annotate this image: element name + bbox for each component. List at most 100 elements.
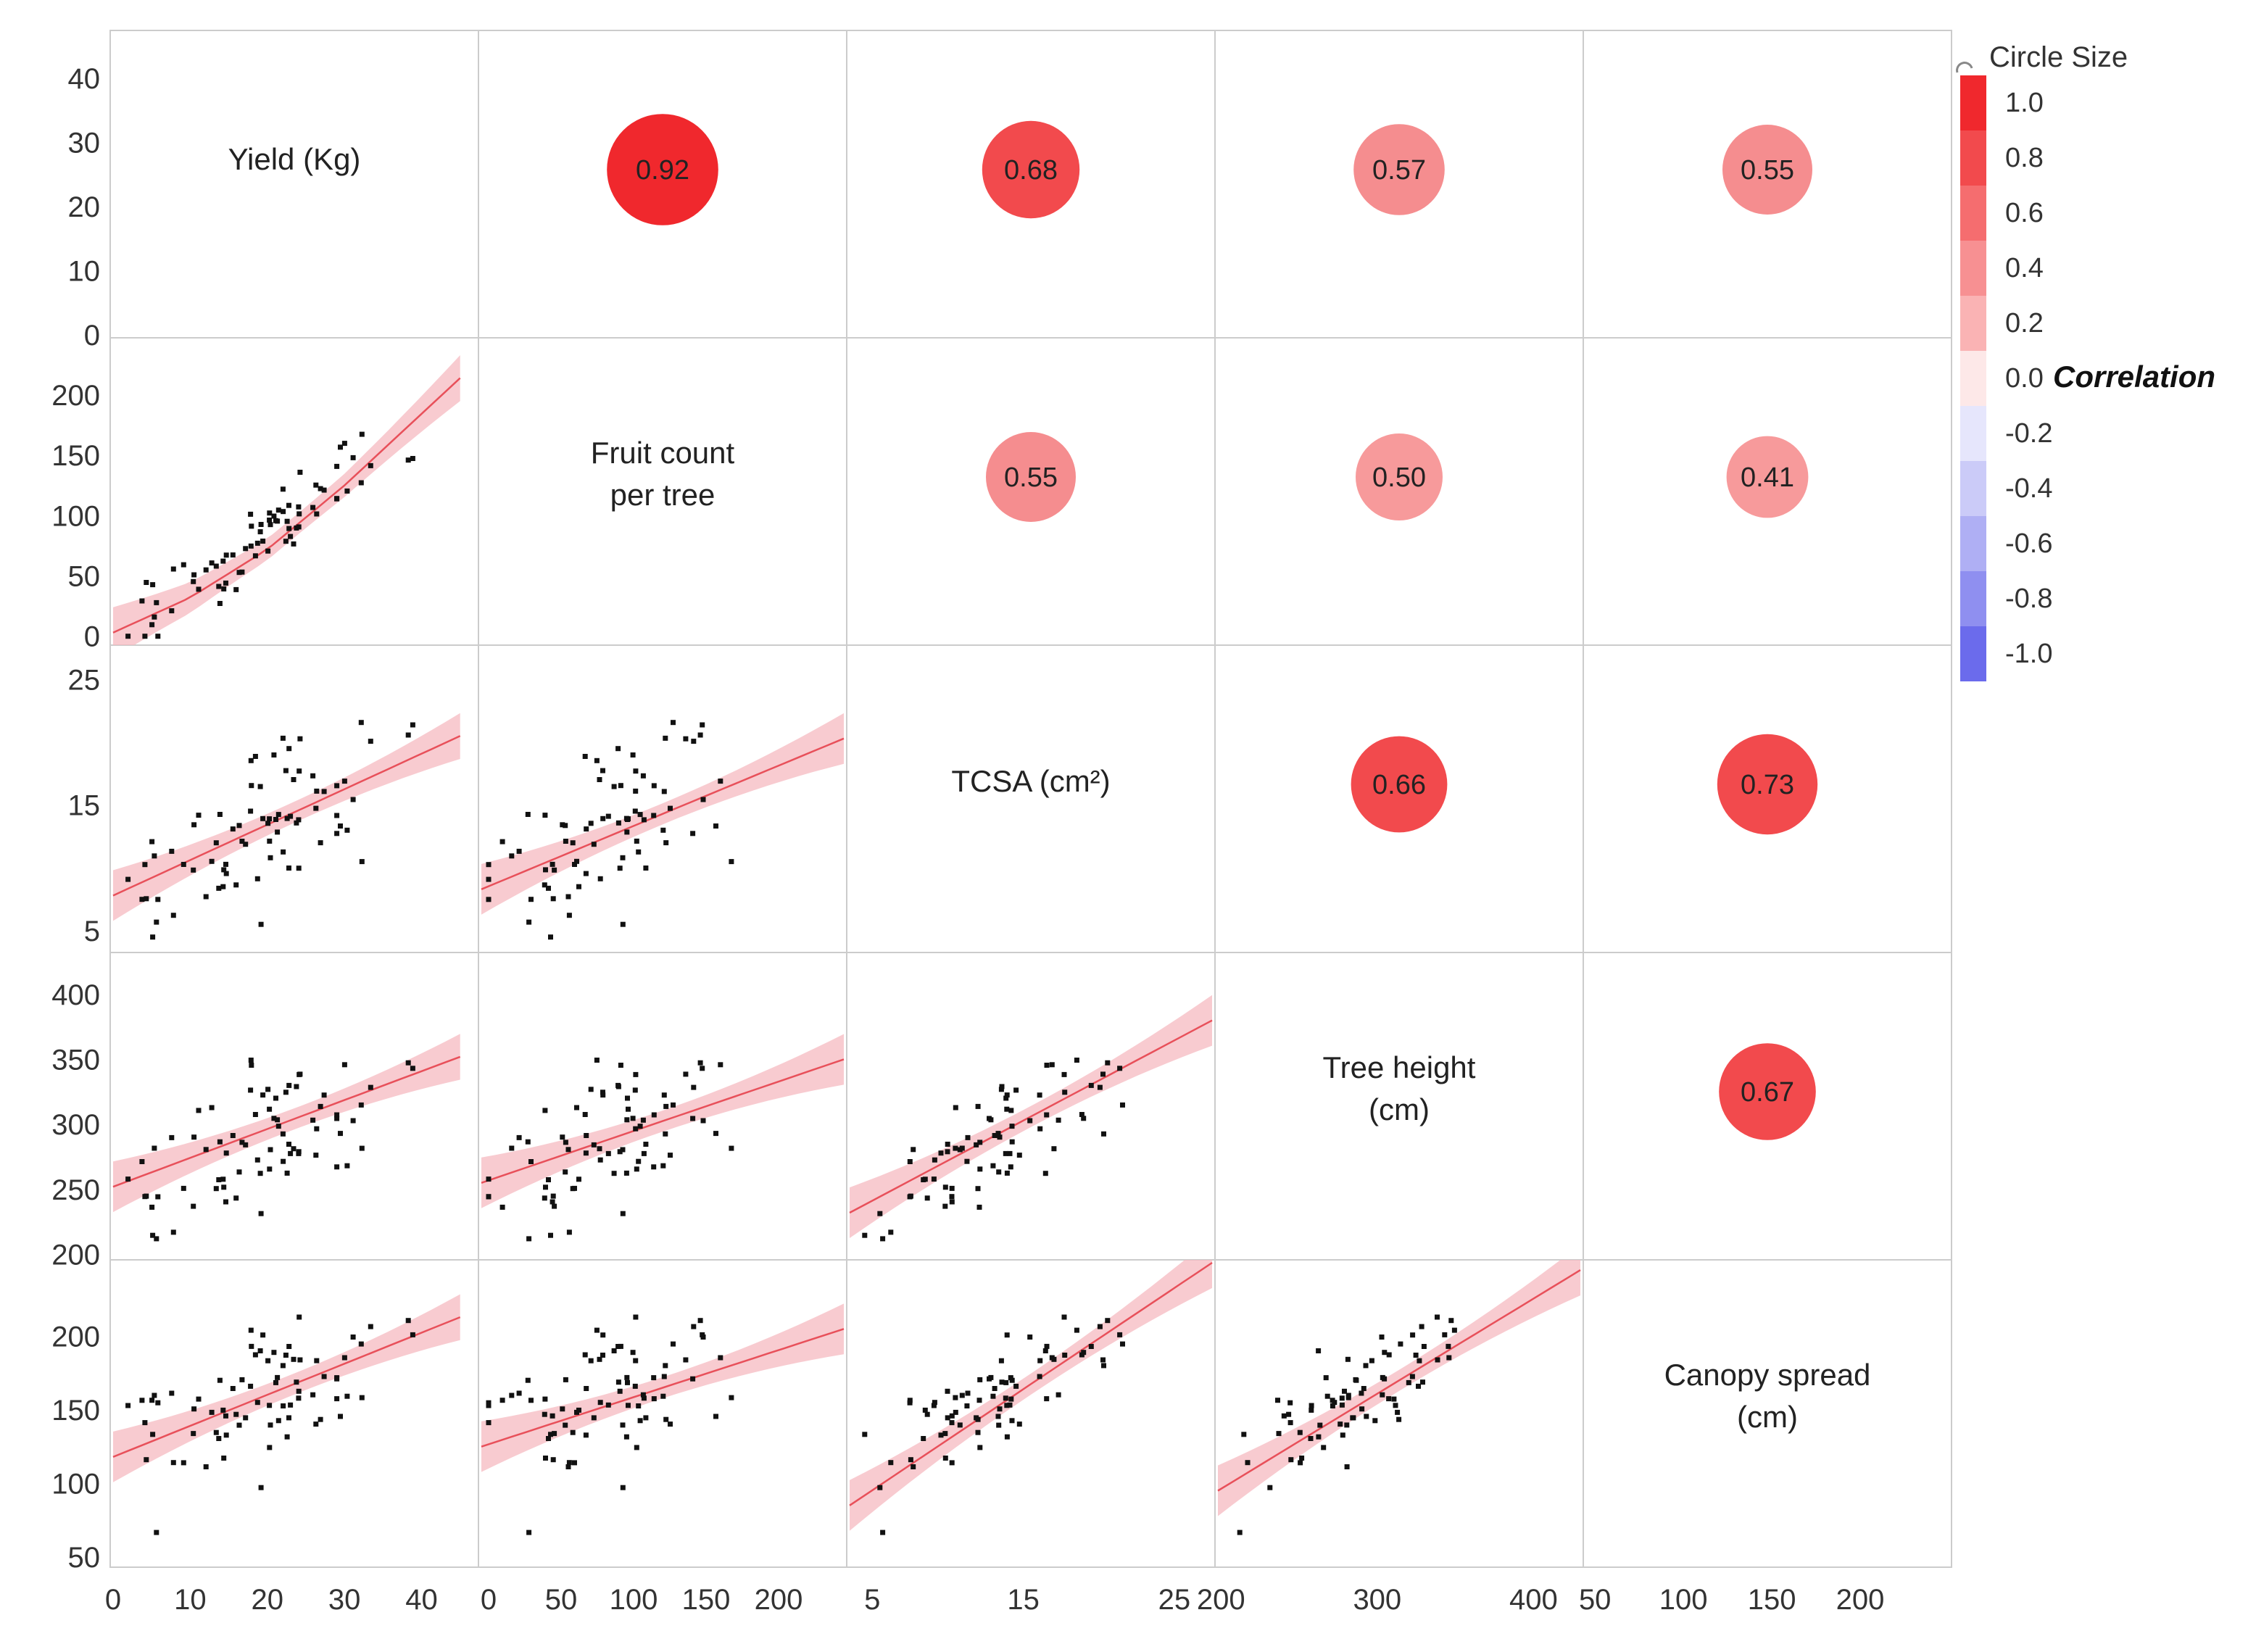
data-point [1120,1102,1125,1108]
data-point [637,1418,643,1424]
data-point [499,839,505,844]
data-point [236,570,242,576]
data-point [660,827,666,833]
data-point [1088,1344,1094,1349]
data-point [600,1092,606,1098]
data-point [236,1422,242,1428]
data-point [1391,1396,1397,1402]
data-point [977,1445,983,1450]
data-point [265,1358,271,1363]
data-point [594,1058,600,1063]
data-point [154,1529,159,1535]
y-tick-label: 0 [84,320,100,352]
data-point [1435,1314,1440,1320]
data-point [314,788,320,794]
data-point [217,601,223,606]
data-point [281,849,286,855]
data-point [718,1062,723,1068]
data-point [142,634,148,639]
data-point [623,1434,629,1440]
data-point [570,1429,576,1435]
data-point [543,1184,548,1190]
data-point [949,1194,955,1200]
data-point [260,815,266,821]
data-point [223,552,229,558]
fit-line [1217,1269,1581,1492]
data-point [1097,1084,1103,1090]
y-tick-label: 100 [51,500,100,532]
data-point [624,829,630,835]
data-point [691,739,697,744]
data-point [296,768,302,774]
data-point [310,505,316,510]
data-point [600,815,606,821]
data-point [996,1169,1002,1175]
data-point [267,1403,273,1408]
data-point [977,1140,983,1145]
data-point [671,1341,676,1347]
data-point [209,1409,215,1415]
data-point [344,827,350,833]
data-point [1299,1456,1305,1461]
legend-swatch [1960,130,1986,186]
data-point [1044,1063,1050,1068]
data-point [957,1422,963,1428]
data-point [125,1176,131,1182]
data-point [314,1358,320,1363]
data-point [1372,1418,1378,1424]
data-point [1044,1396,1050,1402]
data-point [221,1456,227,1461]
data-point [632,1087,638,1093]
data-point [574,858,579,864]
data-point [877,1211,883,1216]
data-point [683,1357,689,1363]
data-point [221,586,227,592]
data-point [671,720,676,726]
data-point [1339,1395,1345,1401]
data-point [713,823,718,829]
data-point [630,1350,636,1356]
data-point [572,862,577,867]
data-point [267,1166,273,1172]
data-point [1417,1358,1422,1363]
data-point [149,622,155,628]
data-point [516,848,522,854]
data-point [615,820,621,826]
correlation-value: 0.68 [1004,155,1058,186]
data-point [296,1395,302,1401]
data-point [1237,1529,1243,1535]
data-point [1398,1341,1403,1347]
data-point [600,1353,605,1358]
correlation-circle [1351,736,1448,833]
data-point [1345,1356,1351,1362]
data-point [248,808,254,814]
data-point [334,1164,340,1170]
data-point [1061,1314,1067,1320]
correlation-value: 0.50 [1372,462,1426,493]
data-point [280,1131,286,1137]
data-point [1100,1357,1106,1363]
data-point [284,815,290,821]
legend-tick-label: 0.2 [2005,308,2044,339]
data-point [230,1133,236,1138]
data-point [313,805,319,811]
data-point [977,1377,983,1382]
x-tick-label: 25 [1158,1584,1191,1616]
data-point [640,1392,646,1398]
correlation-circle [1717,734,1818,835]
data-point [1088,1082,1094,1088]
data-point [700,1066,705,1071]
data-point [640,1117,646,1123]
data-point [591,1142,597,1147]
data-point [486,1420,492,1426]
correlation-value: 0.66 [1372,770,1426,800]
x-tick-label: 50 [1579,1584,1612,1616]
x-tick-label: 100 [610,1584,658,1616]
data-point [125,634,131,639]
data-point [220,558,226,564]
data-point [209,1105,215,1111]
data-point [572,1460,577,1466]
data-point [543,867,548,873]
data-point [525,1377,531,1383]
data-point [233,1411,239,1417]
